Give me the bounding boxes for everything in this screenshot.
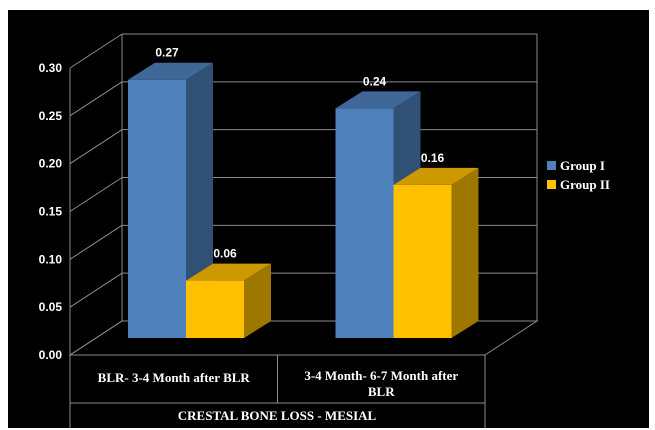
- legend: Group I Group II: [547, 158, 610, 192]
- axes: 0.00 0.05 0.10 0.15 0.20 0.25 0.30 BLR- 3-4 Mon…: [39, 61, 486, 428]
- data-label: 0.06: [213, 247, 237, 261]
- chart-floor: [68, 320, 539, 356]
- data-labels: 0.27 0.06 0.24 0.16: [155, 46, 444, 261]
- legend-swatch: [547, 180, 556, 189]
- bar-group-i: [335, 108, 394, 339]
- data-label: 0.16: [421, 151, 445, 165]
- x-tick-label: BLR: [368, 384, 395, 399]
- y-tick-label: 0.05: [39, 300, 63, 314]
- y-tick-label: 0.25: [39, 109, 63, 123]
- gridline-side: [69, 272, 123, 308]
- data-label: 0.24: [363, 74, 387, 88]
- gridline-side: [69, 81, 123, 117]
- y-tick-label: 0.10: [39, 252, 63, 266]
- bar-side: [244, 263, 271, 338]
- legend-label: Group I: [560, 158, 605, 173]
- bar-top: [186, 263, 271, 281]
- bar-top: [393, 167, 479, 185]
- bars: [128, 62, 479, 339]
- bar-top: [128, 62, 213, 80]
- bar-group-ii: [393, 184, 452, 338]
- x-tick-label: 3-4 Month- 6-7 Month after: [304, 368, 458, 383]
- gridline-side: [69, 33, 123, 69]
- gridline-side: [69, 129, 123, 165]
- y-tick-label: 0.20: [39, 157, 63, 171]
- legend-swatch: [547, 161, 556, 170]
- data-label: 0.27: [155, 46, 179, 60]
- gridline-side: [69, 224, 123, 260]
- bar-group-ii: [186, 280, 244, 338]
- chart-background: [8, 10, 649, 428]
- legend-label: Group II: [560, 177, 610, 192]
- y-tick-label: 0.30: [39, 61, 63, 75]
- y-tick-label: 0.15: [39, 205, 63, 219]
- bar-group-i: [128, 79, 186, 338]
- x-tick-label: BLR- 3-4 Month after BLR: [98, 370, 251, 385]
- bar-top: [335, 91, 421, 109]
- x-axis-title: CRESTAL BONE LOSS - MESIAL: [178, 408, 377, 423]
- bar-side: [451, 167, 479, 338]
- floor-outline: [68, 320, 539, 356]
- y-tick-label: 0.00: [39, 348, 63, 362]
- gridline-side: [69, 177, 123, 212]
